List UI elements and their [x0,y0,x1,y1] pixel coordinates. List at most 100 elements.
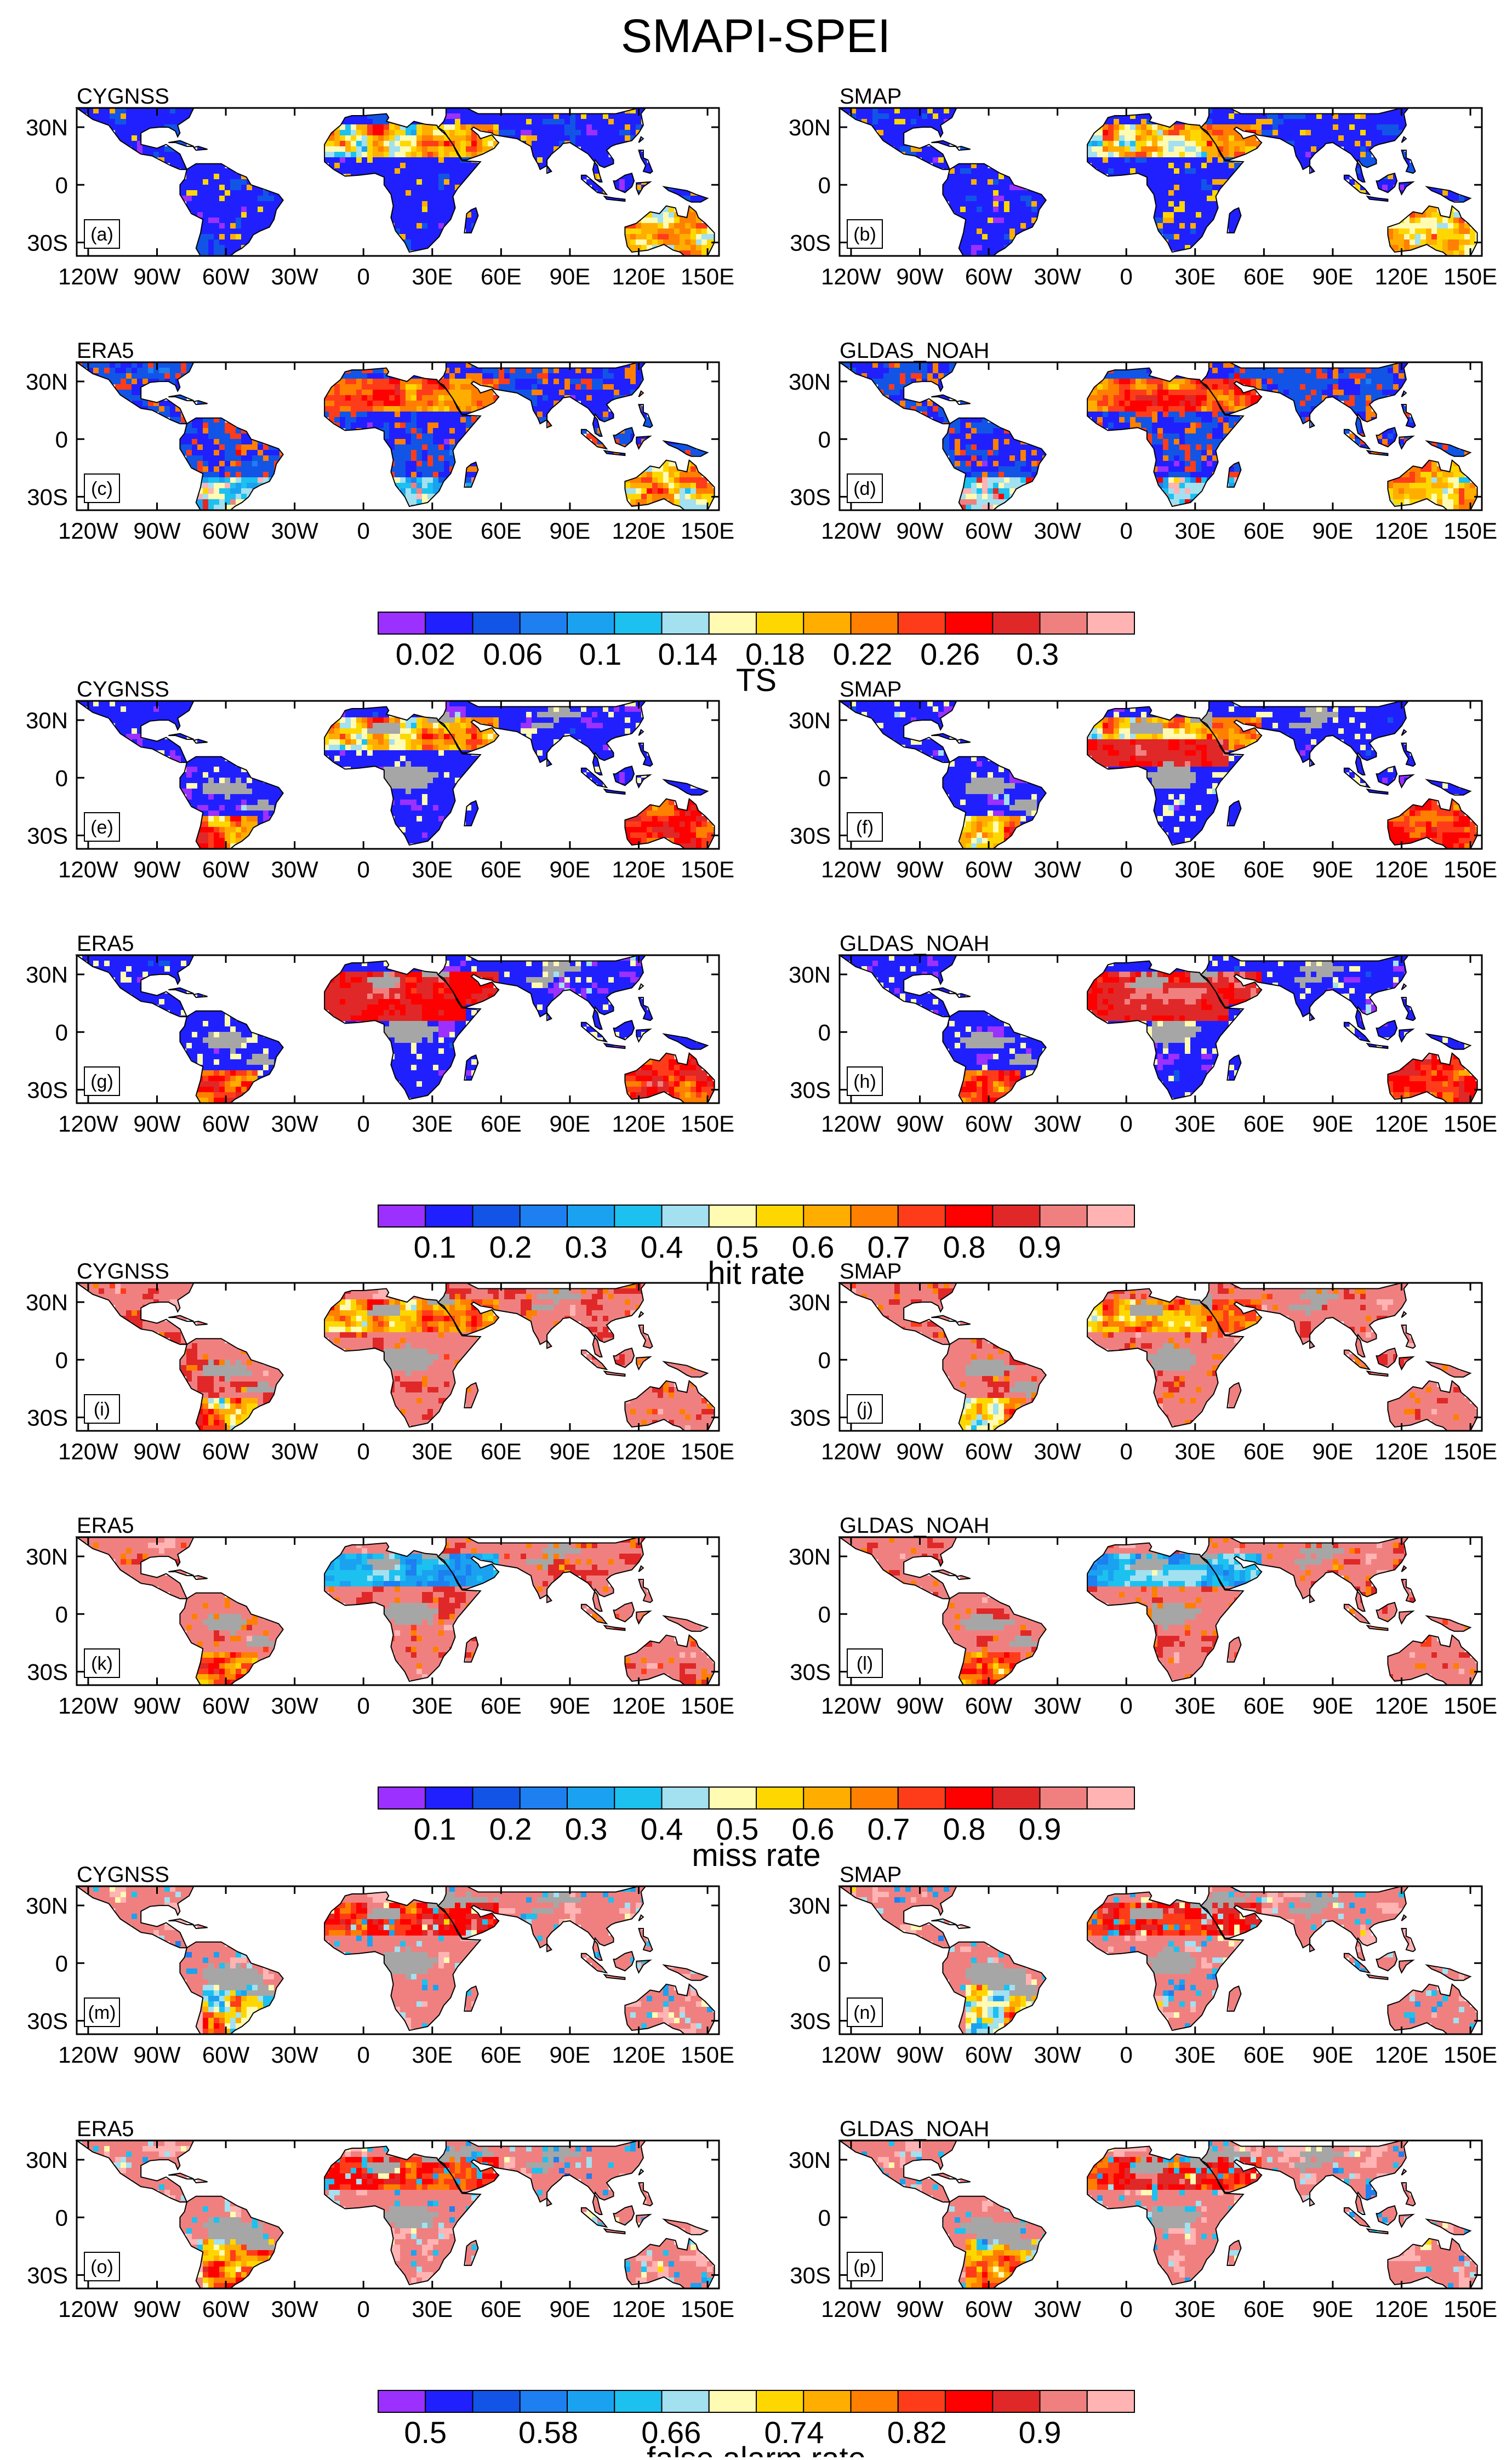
lon-tick-label: 30W [1034,2296,1081,2322]
panel-label: (g) [84,1067,119,1095]
lat-tick-label: 30N [789,1544,831,1569]
lon-tick-label: 90W [896,264,944,289]
colorbar-swatch [662,2390,709,2412]
lon-tick-label: 30E [1174,264,1216,289]
colorbar-swatch [614,2390,661,2412]
lon-tick-label: 120W [821,857,881,882]
lat-tick-label: 30N [26,1289,68,1315]
colorbar-swatch [803,1787,851,1809]
colorbar-tick-label: 0.2 [489,1812,532,1846]
lon-tick-label: 120W [821,1111,881,1137]
lon-tick-label: 120E [612,2296,665,2322]
colorbar-swatch [1040,1787,1087,1809]
colorbar-tick-label: 0.9 [1019,1812,1062,1846]
colorbar-swatch [378,1787,425,1809]
figure-title: SMAPI-SPEI [621,10,891,62]
lon-tick-label: 60E [1243,2296,1285,2322]
lon-tick-label: 60W [202,1111,250,1137]
colorbar-title: hit rate [707,1255,805,1291]
lon-tick-label: 90W [133,2296,181,2322]
lon-tick-label: 30E [412,264,453,289]
colorbar-tick-label: 0.58 [518,2415,578,2450]
colorbar-tick-label: 0.06 [483,637,543,671]
lon-tick-label: 0 [1120,1439,1133,1464]
colorbar-swatch [378,612,425,634]
panel-title: GLDAS_NOAH [840,2117,989,2141]
lon-tick-label: 60W [965,1111,1013,1137]
lon-tick-label: 120W [58,857,118,882]
lon-tick-label: 120E [612,857,665,882]
colorbar-swatch [803,2390,851,2412]
lat-tick-label: 0 [818,1601,831,1627]
lon-tick-label: 120W [821,2296,881,2322]
colorbar-swatch [756,2390,803,2412]
lon-tick-label: 60E [1243,1111,1285,1137]
lat-tick-label: 30S [27,823,68,848]
colorbar-swatch [709,612,756,634]
lat-tick-label: 0 [818,172,831,198]
colorbar-swatch [992,2390,1040,2412]
lon-tick-label: 0 [1120,1693,1133,1719]
lon-tick-label: 30E [412,518,453,544]
lon-tick-label: 30W [271,518,318,544]
lon-tick-label: 0 [357,1693,370,1719]
colorbar-swatch [567,1205,614,1227]
lon-tick-label: 0 [1120,2296,1133,2322]
lon-tick-label: 90W [896,2296,944,2322]
lon-tick-label: 120E [1374,2296,1428,2322]
lon-tick-label: 30W [1034,2042,1081,2068]
lon-tick-label: 90W [896,1111,944,1137]
lon-tick-label: 90W [133,1111,181,1137]
colorbar-swatch [1087,2390,1134,2412]
colorbar-swatch [378,2390,425,2412]
lat-tick-label: 30S [790,1077,831,1103]
lon-tick-label: 120E [1374,857,1428,882]
colorbar-swatch [425,1787,472,1809]
colorbar-swatch [851,1205,898,1227]
colorbar-swatch [898,1787,945,1809]
lon-tick-label: 120W [58,1439,118,1464]
colorbar-tick-label: 0.4 [641,1812,683,1846]
lat-tick-label: 0 [818,426,831,452]
lon-tick-label: 120E [1374,1439,1428,1464]
lon-tick-label: 120W [58,1693,118,1719]
lon-tick-label: 30E [412,1111,453,1137]
lon-tick-label: 90E [550,1693,591,1719]
colorbar-swatch [1040,1205,1087,1227]
panel-label: (k) [84,1649,119,1677]
lon-tick-label: 60W [202,1693,250,1719]
lat-tick-label: 0 [55,1019,68,1045]
panel-label: (l) [847,1649,882,1677]
lon-tick-label: 150E [1443,2042,1497,2068]
lon-tick-label: 90W [133,264,181,289]
lon-tick-label: 30W [271,1439,318,1464]
colorbar-swatch [662,612,709,634]
lat-tick-label: 30N [26,369,68,395]
lat-tick-label: 30S [790,2008,831,2034]
colorbar-swatch [1087,1787,1134,1809]
lon-tick-label: 150E [681,518,734,544]
lon-tick-label: 120W [58,518,118,544]
colorbar-swatch [425,2390,472,2412]
colorbar-swatch [614,1205,661,1227]
lon-tick-label: 60E [481,1111,522,1137]
lon-tick-label: 90E [1313,1111,1354,1137]
lon-tick-label: 30E [412,2042,453,2068]
lon-tick-label: 0 [357,2042,370,2068]
lon-tick-label: 90E [1313,1693,1354,1719]
colorbar-swatch [473,1787,520,1809]
lon-tick-label: 150E [681,1693,734,1719]
lon-tick-label: 60W [965,1693,1013,1719]
colorbar-tick-label: 0.14 [658,637,717,671]
lon-tick-label: 90E [550,1111,591,1137]
colorbar-tick-label: 0.8 [943,1812,986,1846]
lat-tick-label: 30S [790,1405,831,1430]
colorbar-swatch [898,612,945,634]
lon-tick-label: 60E [481,518,522,544]
colorbar-swatch [992,1205,1040,1227]
lon-tick-label: 90E [550,1439,591,1464]
panel-label: (j) [847,1395,882,1423]
lon-tick-label: 30W [271,2296,318,2322]
colorbar-tick-label: 0.8 [943,1230,986,1264]
lon-tick-label: 90W [896,857,944,882]
